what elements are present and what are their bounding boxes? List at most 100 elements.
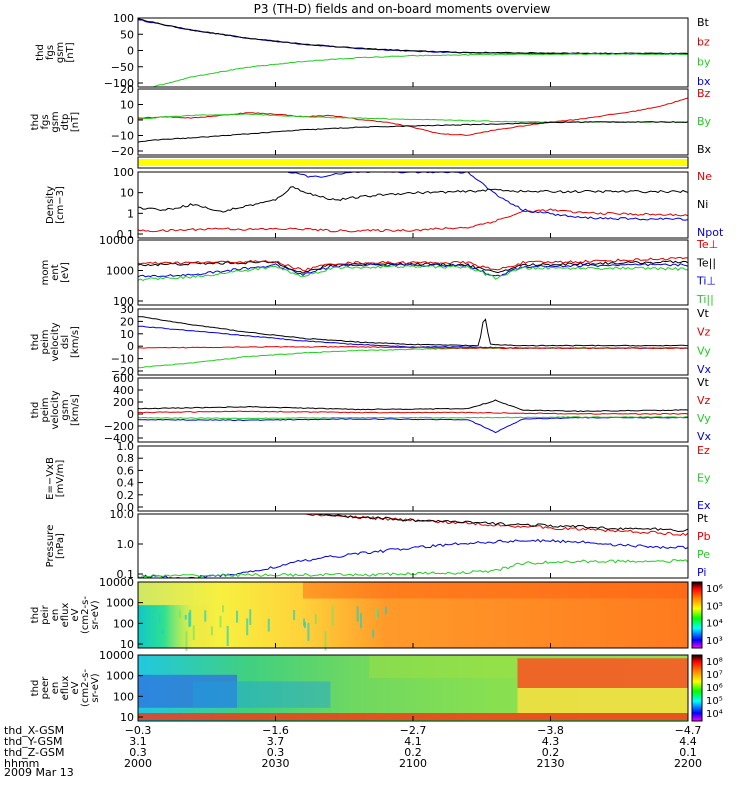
p6-ylabel-line: peim [40, 397, 51, 422]
p6-ytick-label: 200 [113, 396, 134, 409]
p6-series-vz [137, 410, 689, 415]
p5-legend-vt: Vt [697, 307, 710, 320]
p8-ytick-label: 10.0 [110, 508, 135, 521]
p6-ylabel-line: velocity [50, 390, 61, 429]
xaxis-value: 3.1 [129, 735, 147, 748]
p10-ylabel-line: en [50, 682, 61, 695]
p3-ylabel-line: Density [45, 186, 56, 224]
xaxis-row-label: thd_X-GSM [4, 724, 64, 737]
heatmap-streak [210, 626, 213, 636]
p9-ytick-label: 100 [113, 617, 134, 630]
p10-ytick-label: 10000 [99, 649, 134, 662]
p1-legend-bz: bz [697, 36, 710, 49]
heatmap-streak [219, 615, 222, 628]
p8-ylabel-line: Pressure [45, 525, 56, 568]
xaxis-value: 0.2 [542, 746, 560, 759]
p3-ytick-label: 100 [113, 166, 134, 179]
p10-ytick-label: 10 [120, 711, 134, 724]
p2-legend-bz: Bz [697, 87, 711, 100]
p6-ylabel-line: gsm [60, 399, 71, 420]
p8-ytick-label: 1.0 [117, 538, 135, 551]
heatmap-streak [236, 610, 239, 623]
p7-ytick-label: 0.0 [117, 501, 135, 514]
xaxis-row-label: thd_Z-GSM [4, 746, 64, 759]
p2-series-bz [138, 97, 689, 136]
heatmap-streak [267, 618, 270, 632]
p10-colorbar-label: 10⁸ [706, 657, 723, 668]
heatmap-streak [384, 607, 387, 615]
xaxis-value: 2030 [262, 757, 290, 770]
status-strip [138, 159, 688, 166]
heatmap-streak [189, 609, 192, 627]
p9-ytick-label: 10000 [99, 576, 134, 589]
p2-ylabel-line: gsm [50, 111, 61, 132]
date-label: 2009 Mar 13 [4, 766, 74, 779]
p9-colorbar-frame [691, 581, 703, 649]
p10-ylabel-line: thd [30, 680, 41, 697]
p10-colorbar-label: 10⁴ [706, 709, 723, 720]
heatmap-streak [307, 622, 310, 641]
p4-ytick-label: 100 [113, 295, 134, 308]
p7-ylabel-line: [mV/m] [55, 460, 66, 498]
p5-series-vt [137, 316, 689, 347]
p9-ylabel-line: peir [40, 604, 51, 624]
p8-series-pt [303, 513, 689, 533]
heatmap-streak [303, 618, 306, 627]
p3-legend-ne: Ne [697, 170, 712, 183]
p8-ytick-label: 0.1 [117, 568, 135, 581]
p5-legend-vx: Vx [697, 363, 712, 376]
p1-ytick-label: −50 [111, 61, 134, 74]
heatmap-hot-region [517, 658, 688, 688]
panel-p3: 100 10 1 0.1 Density [cm−3] Ne Ni Npot [45, 166, 724, 241]
p1-ytick-label: 100 [113, 12, 134, 25]
x-axis-labels: thd_X-GSM −0.3 −1.6 −2.7 −3.8 −4.7 thd_Y-GSM 3.… [4, 82, 702, 770]
p2-ylabel-line: thd [30, 114, 41, 131]
p4-ylabel-line: ent [50, 264, 61, 280]
p5-ylabel-line: thd [30, 334, 41, 351]
p9-ytick-label: 1000 [106, 597, 134, 610]
heatmap-streak [204, 610, 207, 622]
heatmap-streak [249, 609, 252, 626]
p2-ytick-label: −20 [111, 145, 134, 158]
p2-legend-bx: Bx [697, 143, 712, 156]
p2-series-bx [137, 121, 689, 143]
heatmap-streak [184, 614, 187, 620]
status-strip-frame [137, 156, 689, 169]
p4-ytick-label: 1000 [106, 265, 134, 278]
heatmap-streak [360, 613, 363, 629]
p5-series-vz [137, 346, 689, 350]
xaxis-value: 2130 [537, 757, 565, 770]
p7-frame [137, 445, 689, 512]
p3-ytick-label: 10 [120, 187, 134, 200]
panel-p7: 1.00.80.60.40.20.0 E=−VxB [mV/m] Ez Ey Ex [45, 440, 711, 514]
p10-ylabel-line: peer [40, 676, 51, 700]
xaxis-row-label: hhmm [4, 757, 39, 770]
p1-legend-bx: bx [697, 75, 711, 88]
panel-p2: 20 10 0 −10 −20 thd fgs gsm dtp [nT] Bz By Bx [30, 83, 712, 158]
p9-ylabel-line: en [50, 609, 61, 622]
heatmap-streak [356, 606, 359, 622]
heatmap-streak [222, 605, 225, 613]
p2-ytick-label: 10 [120, 99, 134, 112]
heatmap-mid-band [193, 681, 331, 708]
xaxis-value: −4.7 [675, 724, 702, 737]
figure-title: P3 (TH-D) fields and on-board moments ov… [254, 2, 551, 16]
panel-p9: 10⁶ 10⁵ 10⁴ 10³ 10000 1000 100 10 thd peir en eflux… [30, 576, 723, 651]
p9-ylabel-line: thd [30, 607, 41, 624]
p5-ytick-label: −10 [111, 353, 134, 366]
xaxis-value: −2.7 [400, 724, 427, 737]
p4-ytick-label: 10000 [99, 234, 134, 247]
p9-colorbar-label: 10⁵ [706, 601, 723, 612]
heatmap-streak [375, 607, 378, 620]
p9-ylabel-line: sr-eV) [90, 600, 101, 629]
xaxis-value: −1.6 [262, 724, 289, 737]
p9-ylabel-line: eV [70, 608, 81, 621]
p5-ytick-label: 30 [120, 303, 134, 316]
p7-ytick-label: 0.4 [117, 477, 135, 490]
p5-ylabel-line: [km/s] [70, 326, 81, 358]
p8-legend-pe: Pe [697, 548, 710, 561]
p7-ytick-label: 0.2 [117, 489, 135, 502]
p6-series-vt [137, 399, 689, 413]
